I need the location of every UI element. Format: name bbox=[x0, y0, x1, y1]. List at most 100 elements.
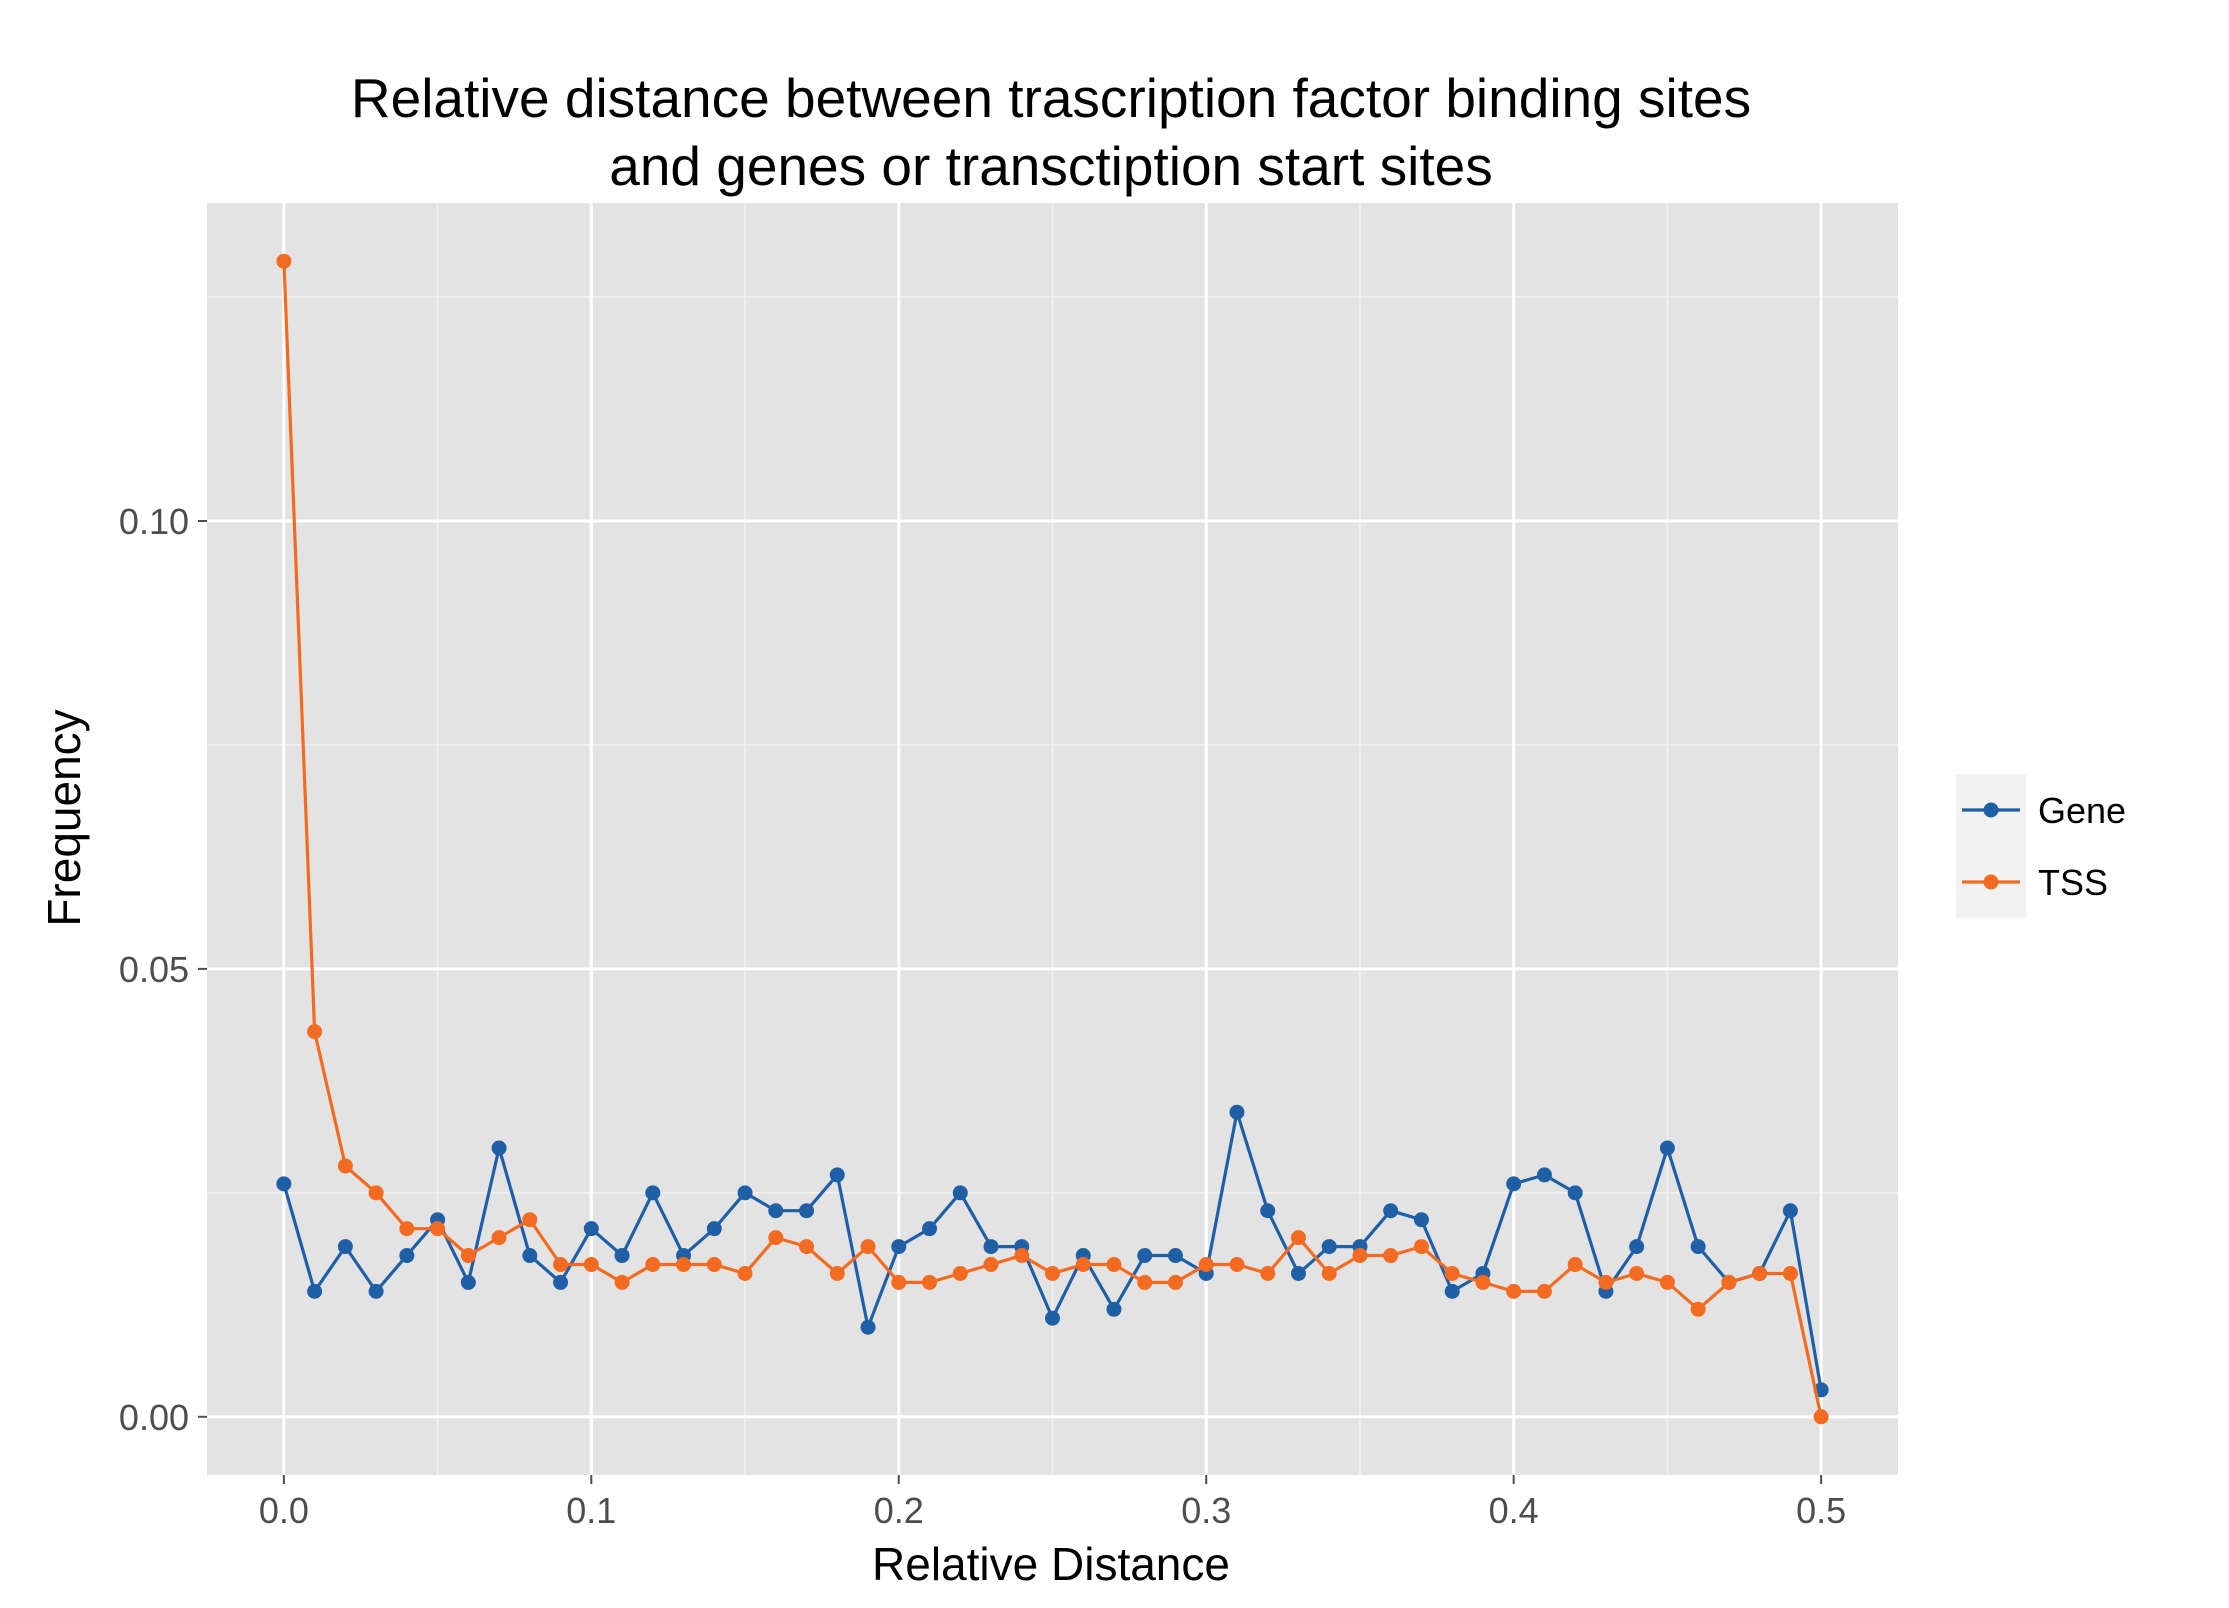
x-tick-label: 0.5 bbox=[1796, 1490, 1846, 1531]
data-point-gene bbox=[1536, 1167, 1552, 1183]
data-point-tss bbox=[1198, 1256, 1214, 1272]
data-point-gene bbox=[1290, 1265, 1306, 1281]
data-point-gene bbox=[1106, 1301, 1122, 1317]
data-point-tss bbox=[1752, 1265, 1768, 1281]
data-point-tss bbox=[1506, 1283, 1522, 1299]
data-point-tss bbox=[860, 1239, 876, 1255]
data-point-gene bbox=[1782, 1203, 1798, 1219]
axis-ticks bbox=[198, 520, 1823, 1484]
data-point-gene bbox=[891, 1239, 907, 1255]
data-point-gene bbox=[1567, 1185, 1583, 1201]
data-point-tss bbox=[1567, 1256, 1583, 1272]
data-point-gene bbox=[491, 1140, 507, 1156]
data-point-gene bbox=[399, 1248, 415, 1264]
y-axis-title: Frequency bbox=[38, 709, 90, 926]
data-point-gene bbox=[276, 1176, 292, 1192]
legend-item-tss: TSS bbox=[1956, 846, 2108, 918]
minor-gridlines bbox=[207, 203, 1898, 1475]
data-point-tss bbox=[614, 1274, 630, 1290]
data-point-gene bbox=[1383, 1203, 1399, 1219]
data-point-tss bbox=[1475, 1274, 1491, 1290]
data-point-gene bbox=[922, 1221, 938, 1237]
data-point-tss bbox=[307, 1024, 323, 1040]
data-point-gene bbox=[645, 1185, 661, 1201]
legend-key-point bbox=[1983, 874, 1999, 890]
data-point-tss bbox=[522, 1212, 538, 1228]
legend-item-gene: Gene bbox=[1956, 774, 2126, 846]
x-tick-label: 0.2 bbox=[874, 1490, 924, 1531]
data-point-tss bbox=[1137, 1274, 1153, 1290]
data-point-tss bbox=[922, 1274, 938, 1290]
legend-key-point bbox=[1983, 802, 1999, 818]
data-point-tss bbox=[1167, 1274, 1183, 1290]
tick-labels: 0.0 0.1 0.2 0.3 0.4 0.5 0.00 0.05 0.10 bbox=[119, 501, 1846, 1531]
data-point-tss bbox=[983, 1256, 999, 1272]
chart-title-line-1: Relative distance between trascription f… bbox=[351, 67, 1751, 129]
data-point-tss bbox=[706, 1256, 722, 1272]
data-point-gene bbox=[368, 1283, 384, 1299]
legend: Gene TSS bbox=[1956, 774, 2126, 918]
data-point-gene bbox=[583, 1221, 599, 1237]
data-point-tss bbox=[1014, 1248, 1030, 1264]
data-point-gene bbox=[1413, 1212, 1429, 1228]
data-point-gene bbox=[460, 1274, 476, 1290]
x-tick-label: 0.3 bbox=[1181, 1490, 1231, 1531]
data-point-tss bbox=[1260, 1265, 1276, 1281]
data-point-tss bbox=[1536, 1283, 1552, 1299]
data-point-tss bbox=[1290, 1230, 1306, 1246]
data-point-gene bbox=[614, 1248, 630, 1264]
x-tick-label: 0.0 bbox=[259, 1490, 309, 1531]
data-point-tss bbox=[1782, 1265, 1798, 1281]
data-point-tss bbox=[676, 1256, 692, 1272]
data-point-tss bbox=[768, 1230, 784, 1246]
data-point-gene bbox=[553, 1274, 569, 1290]
x-tick-label: 0.1 bbox=[566, 1490, 616, 1531]
data-point-tss bbox=[1444, 1265, 1460, 1281]
data-point-tss bbox=[460, 1248, 476, 1264]
data-point-gene bbox=[1167, 1248, 1183, 1264]
data-point-tss bbox=[952, 1265, 968, 1281]
legend-label-tss: TSS bbox=[2038, 862, 2108, 903]
data-point-gene bbox=[522, 1248, 538, 1264]
data-point-tss bbox=[1045, 1265, 1060, 1281]
data-point-tss bbox=[368, 1185, 384, 1201]
series-gene bbox=[276, 1104, 1829, 1398]
data-point-tss bbox=[276, 253, 292, 269]
data-point-gene bbox=[983, 1239, 999, 1255]
data-point-gene bbox=[860, 1319, 876, 1335]
data-point-gene bbox=[1690, 1239, 1706, 1255]
y-tick-label: 0.00 bbox=[119, 1397, 189, 1438]
data-point-gene bbox=[1629, 1239, 1645, 1255]
data-point-gene bbox=[768, 1203, 784, 1219]
data-point-tss bbox=[491, 1230, 507, 1246]
data-point-tss bbox=[1690, 1301, 1706, 1317]
data-point-tss bbox=[1321, 1265, 1337, 1281]
data-point-gene bbox=[1506, 1176, 1522, 1192]
data-point-tss bbox=[1413, 1239, 1429, 1255]
series-layer bbox=[276, 253, 1829, 1425]
data-point-gene bbox=[307, 1283, 323, 1299]
data-point-tss bbox=[1075, 1256, 1091, 1272]
y-tick-label: 0.05 bbox=[119, 949, 189, 990]
data-point-tss bbox=[399, 1221, 415, 1237]
x-tick-label: 0.4 bbox=[1489, 1490, 1539, 1531]
data-point-tss bbox=[1721, 1274, 1737, 1290]
data-point-tss bbox=[337, 1158, 353, 1174]
data-point-tss bbox=[553, 1256, 569, 1272]
series-tss bbox=[276, 253, 1829, 1425]
data-point-tss bbox=[1629, 1265, 1645, 1281]
data-point-tss bbox=[1813, 1409, 1829, 1425]
data-point-tss bbox=[1383, 1248, 1399, 1264]
data-point-gene bbox=[829, 1167, 845, 1183]
chart-title-line-2: and genes or transctiption start sites bbox=[609, 135, 1493, 197]
data-point-tss bbox=[645, 1256, 661, 1272]
data-point-gene bbox=[952, 1185, 968, 1201]
data-point-tss bbox=[737, 1265, 753, 1281]
data-point-tss bbox=[1106, 1256, 1122, 1272]
data-point-tss bbox=[1598, 1274, 1614, 1290]
data-point-gene bbox=[1659, 1140, 1675, 1156]
y-tick-label: 0.10 bbox=[119, 501, 189, 542]
data-point-gene bbox=[1260, 1203, 1276, 1219]
data-point-tss bbox=[1352, 1248, 1368, 1264]
data-point-gene bbox=[706, 1221, 722, 1237]
